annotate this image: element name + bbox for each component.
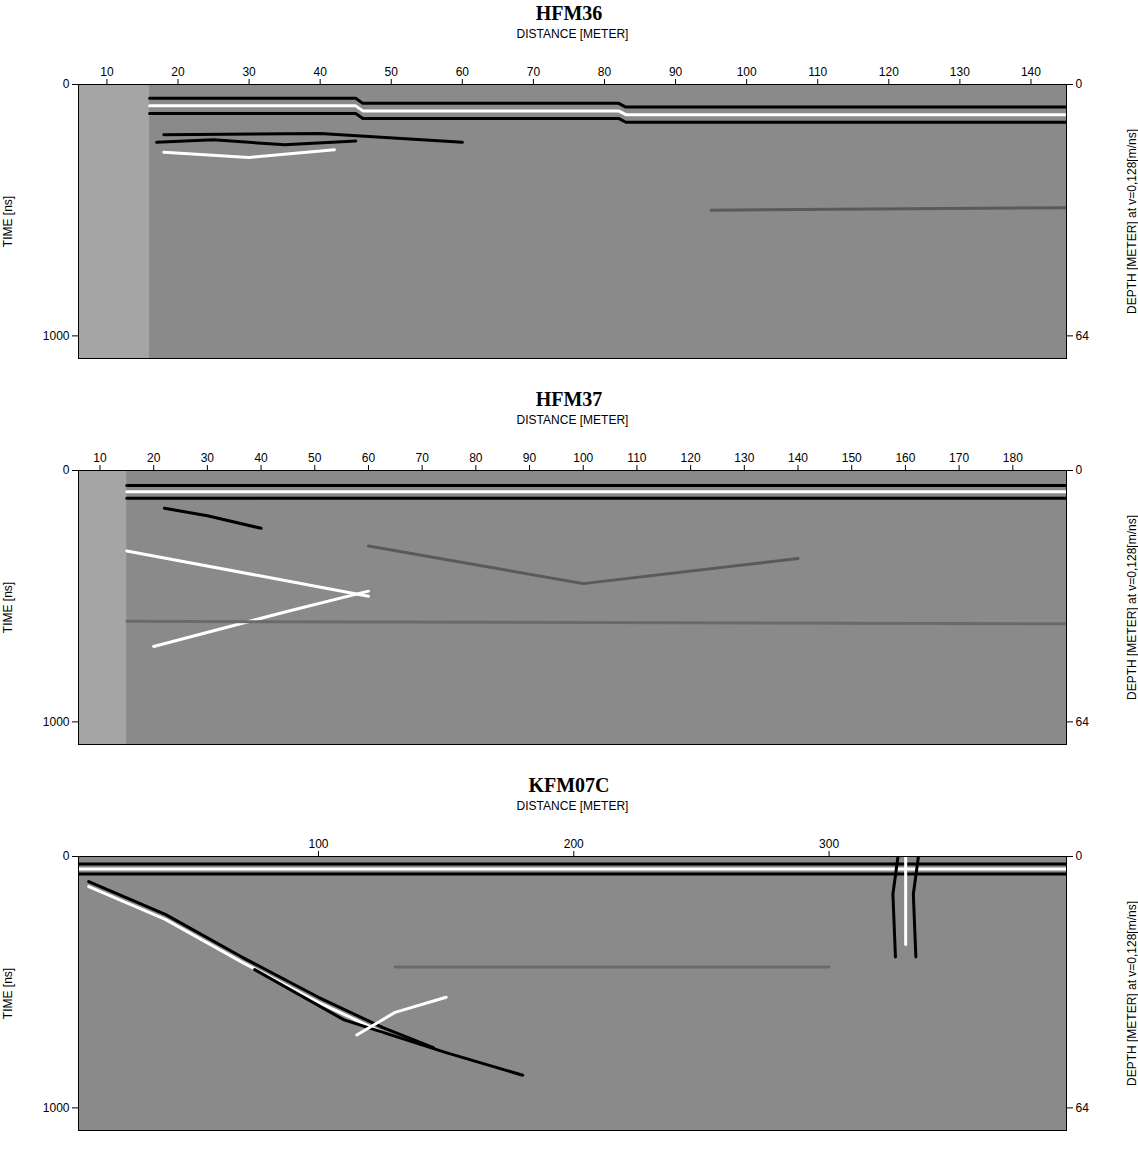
svg-text:300: 300 [819, 837, 839, 851]
svg-text:130: 130 [950, 65, 970, 79]
svg-text:140: 140 [1021, 65, 1041, 79]
svg-text:120: 120 [681, 451, 701, 465]
svg-text:40: 40 [254, 451, 268, 465]
svg-text:40: 40 [313, 65, 327, 79]
svg-text:DISTANCE [METER]: DISTANCE [METER] [517, 27, 629, 41]
svg-text:160: 160 [895, 451, 915, 465]
svg-text:0: 0 [63, 463, 70, 477]
svg-text:DEPTH [METER] at v=0,128[m/ns]: DEPTH [METER] at v=0,128[m/ns] [1125, 515, 1138, 700]
svg-text:90: 90 [669, 65, 683, 79]
svg-text:DEPTH [METER] at v=0,128[m/ns]: DEPTH [METER] at v=0,128[m/ns] [1125, 901, 1138, 1086]
svg-text:DEPTH [METER] at v=0,128[m/ns]: DEPTH [METER] at v=0,128[m/ns] [1125, 129, 1138, 314]
html-text:KFM07C: KFM07C [528, 774, 610, 796]
svg-text:30: 30 [242, 65, 256, 79]
svg-text:170: 170 [949, 451, 969, 465]
svg-text:110: 110 [808, 65, 827, 79]
svg-text:0: 0 [1076, 77, 1083, 91]
svg-text:150: 150 [842, 451, 862, 465]
svg-text:TIME [ns]: TIME [ns] [1, 196, 15, 247]
svg-text:TIME [ns]: TIME [ns] [1, 582, 15, 633]
svg-text:0: 0 [1076, 849, 1083, 863]
svg-text:1000: 1000 [43, 329, 70, 343]
svg-text:20: 20 [147, 451, 161, 465]
svg-text:DISTANCE [METER]: DISTANCE [METER] [517, 413, 629, 427]
svg-text:64: 64 [1076, 715, 1090, 729]
svg-text:70: 70 [415, 451, 429, 465]
svg-text:180: 180 [1003, 451, 1023, 465]
svg-text:60: 60 [456, 65, 470, 79]
svg-text:1000: 1000 [43, 1101, 70, 1115]
svg-text:64: 64 [1076, 329, 1090, 343]
svg-text:0: 0 [63, 849, 70, 863]
svg-text:20: 20 [171, 65, 185, 79]
html-text:HFM36: HFM36 [535, 2, 603, 24]
html-text:HFM37: HFM37 [535, 388, 603, 410]
svg-text:50: 50 [308, 451, 322, 465]
svg-text:80: 80 [469, 451, 483, 465]
svg-text:70: 70 [527, 65, 541, 79]
svg-text:130: 130 [734, 451, 754, 465]
svg-text:DISTANCE [METER]: DISTANCE [METER] [517, 799, 629, 813]
svg-text:60: 60 [362, 451, 376, 465]
svg-text:110: 110 [627, 451, 646, 465]
svg-text:10: 10 [93, 451, 107, 465]
svg-text:10: 10 [100, 65, 114, 79]
svg-text:200: 200 [564, 837, 584, 851]
svg-text:30: 30 [201, 451, 215, 465]
svg-text:TIME [ns]: TIME [ns] [1, 968, 15, 1019]
svg-text:120: 120 [879, 65, 899, 79]
svg-text:100: 100 [737, 65, 757, 79]
svg-text:64: 64 [1076, 1101, 1090, 1115]
svg-text:80: 80 [598, 65, 612, 79]
svg-text:50: 50 [385, 65, 399, 79]
svg-text:100: 100 [308, 837, 328, 851]
svg-text:90: 90 [523, 451, 537, 465]
svg-text:1000: 1000 [43, 715, 70, 729]
svg-text:140: 140 [788, 451, 808, 465]
svg-text:0: 0 [1076, 463, 1083, 477]
svg-text:100: 100 [573, 451, 593, 465]
svg-text:0: 0 [63, 77, 70, 91]
